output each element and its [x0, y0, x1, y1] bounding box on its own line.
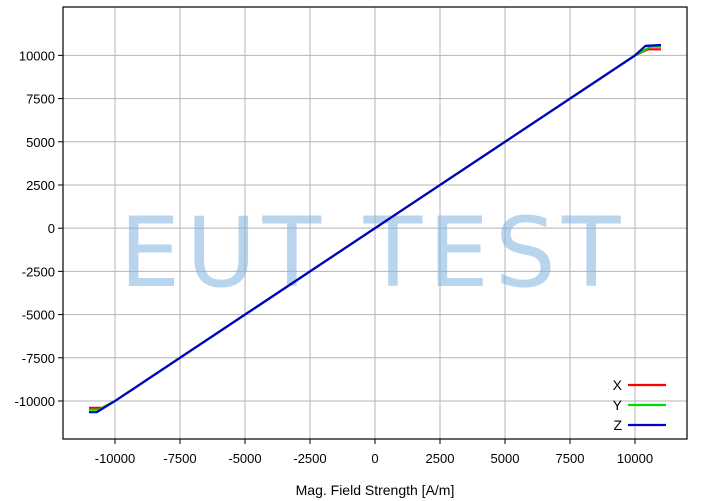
y-tick-label: 2500 — [26, 178, 55, 193]
x-axis-label: Mag. Field Strength [A/m] — [296, 482, 455, 498]
y-tick-label: -10000 — [15, 394, 55, 409]
plot-frame — [62, 6, 688, 440]
x-tick-label: -7500 — [163, 451, 196, 466]
x-tick-label: 10000 — [617, 451, 653, 466]
y-tick-label: 5000 — [26, 135, 55, 150]
x-tick-label: -2500 — [293, 451, 326, 466]
legend: XYZ — [613, 377, 666, 433]
y-tick-label: 10000 — [19, 48, 55, 63]
x-tick-label: 5000 — [491, 451, 520, 466]
series-line-z — [89, 43, 662, 414]
legend-label-y: Y — [613, 397, 623, 413]
x-tick-label: -5000 — [228, 451, 261, 466]
x-tick-label: -10000 — [95, 451, 135, 466]
grid — [58, 7, 687, 444]
legend-label-x: X — [613, 377, 623, 393]
series-layer — [89, 43, 662, 414]
x-tick-label: 2500 — [426, 451, 455, 466]
x-tick-label: 0 — [371, 451, 378, 466]
x-tick-label: 7500 — [556, 451, 585, 466]
y-tick-label: -2500 — [22, 264, 55, 279]
y-tick-label: -7500 — [22, 351, 55, 366]
watermark-text: EUT TEST — [120, 197, 627, 309]
y-tick-label: -5000 — [22, 308, 55, 323]
y-tick-labels: -10000 -7500 -5000 -2500 0 2500 5000 7500 10000 — [15, 48, 55, 409]
y-tick-label: 7500 — [26, 92, 55, 107]
y-tick-label: 0 — [48, 221, 55, 236]
legend-label-z: Z — [613, 417, 622, 433]
x-tick-labels: -10000 -7500 -5000 -2500 0 2500 5000 7500 10000 — [95, 451, 653, 466]
